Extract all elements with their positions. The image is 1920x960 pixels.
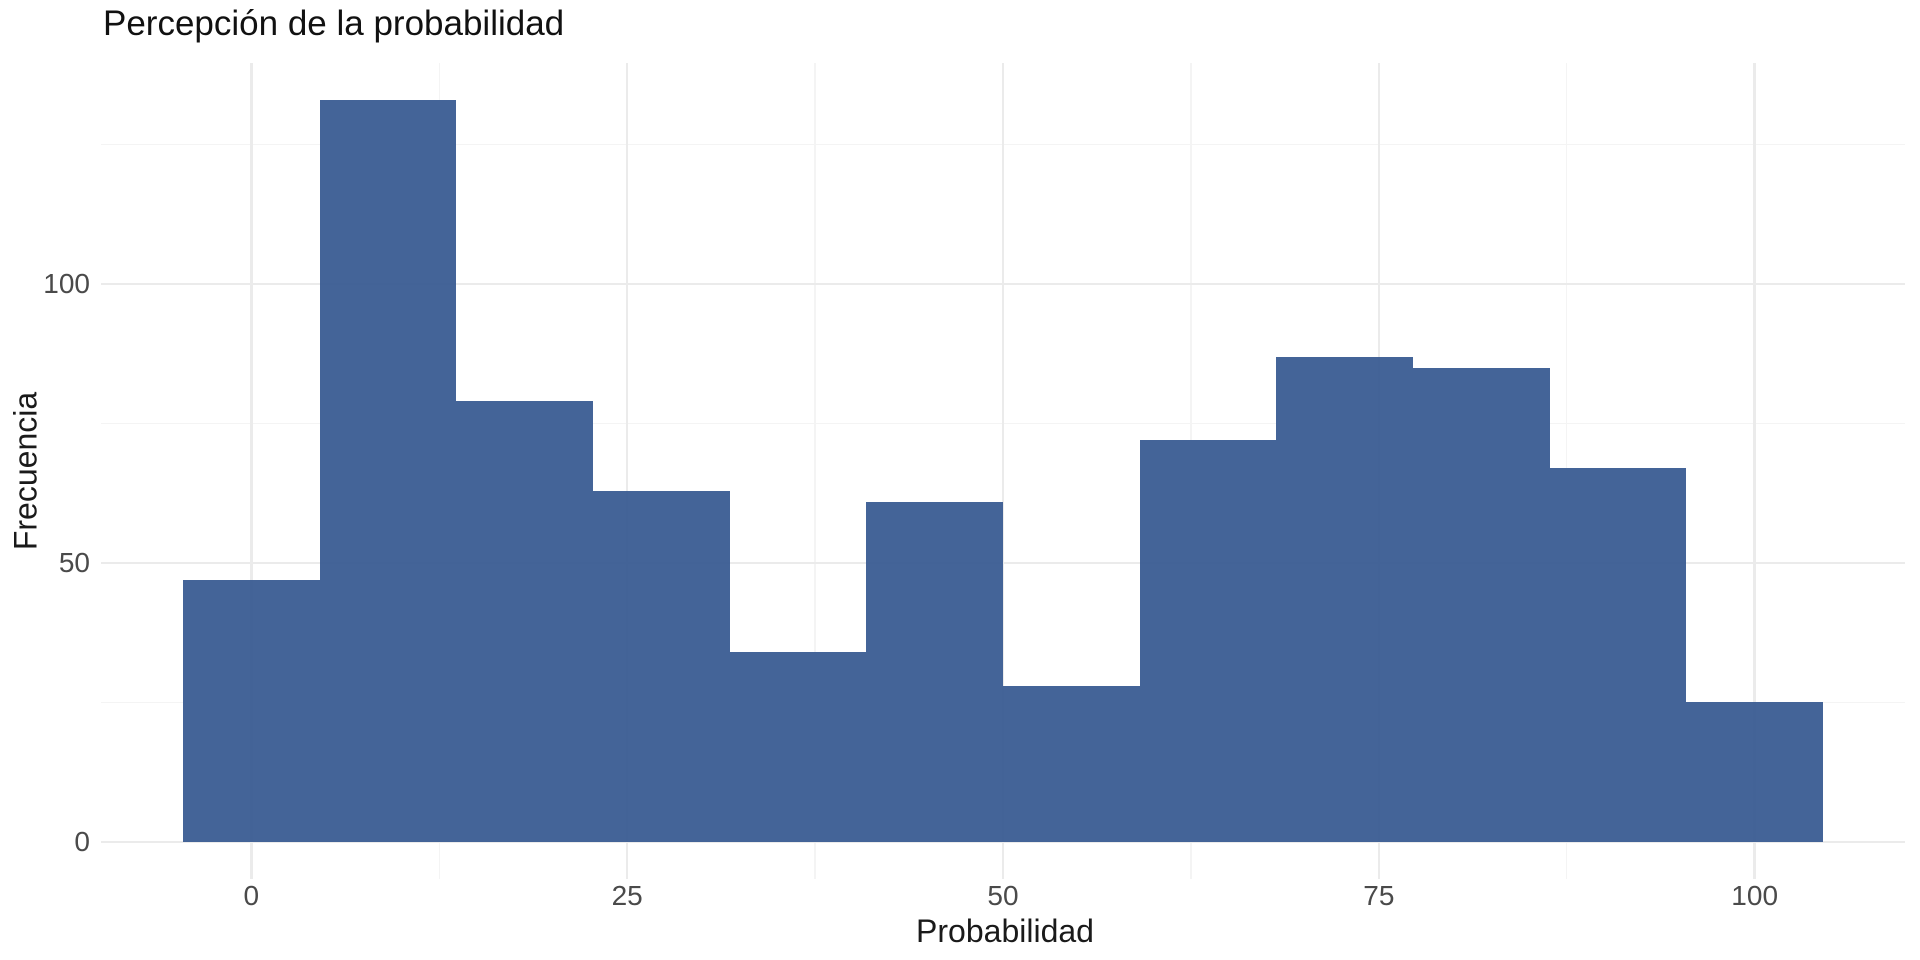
plot-panel [101, 63, 1905, 879]
y-tick-label-0: 0 [74, 825, 90, 857]
histogram-bar-2 [456, 401, 593, 842]
x-tick-label-50: 50 [987, 880, 1019, 911]
histogram-bar-8 [1276, 356, 1413, 842]
y-tick-label-100: 100 [43, 268, 90, 300]
y-axis-title: Frecuencia [7, 391, 44, 551]
histogram-bar-6 [1003, 685, 1140, 842]
gridline-y-0 [101, 840, 1905, 844]
gridline-y-100 [101, 282, 1905, 286]
histogram-bar-0 [183, 579, 320, 842]
x-tick-label-75: 75 [1363, 880, 1395, 911]
x-axis-title: Probabilidad [0, 913, 1920, 950]
histogram-bar-10 [1549, 468, 1687, 842]
gridline-x-100 [1753, 63, 1756, 879]
gridline-x-0 [250, 63, 253, 879]
y-tick-label-50: 50 [58, 547, 90, 579]
gridline-x-50 [1001, 63, 1005, 879]
histogram-bar-7 [1139, 440, 1277, 842]
histogram-bar-5 [866, 501, 1003, 842]
histogram-bar-3 [593, 490, 730, 842]
histogram-bar-11 [1686, 702, 1823, 842]
x-tick-label-100: 100 [1731, 880, 1779, 911]
gridline-x-25 [625, 63, 629, 879]
histogram-bar-1 [319, 100, 457, 842]
histogram-bar-4 [729, 652, 867, 842]
chart-title: Percepción de la probabilidad [103, 4, 565, 43]
gridline-y-50 [101, 561, 1905, 565]
x-tick-label-25: 25 [611, 880, 643, 911]
gridline-x-minor-37.5 [814, 63, 816, 879]
histogram-bar-9 [1413, 367, 1550, 842]
x-axis-title-text: Probabilidad [916, 913, 1094, 949]
x-tick-label-0: 0 [243, 880, 260, 911]
